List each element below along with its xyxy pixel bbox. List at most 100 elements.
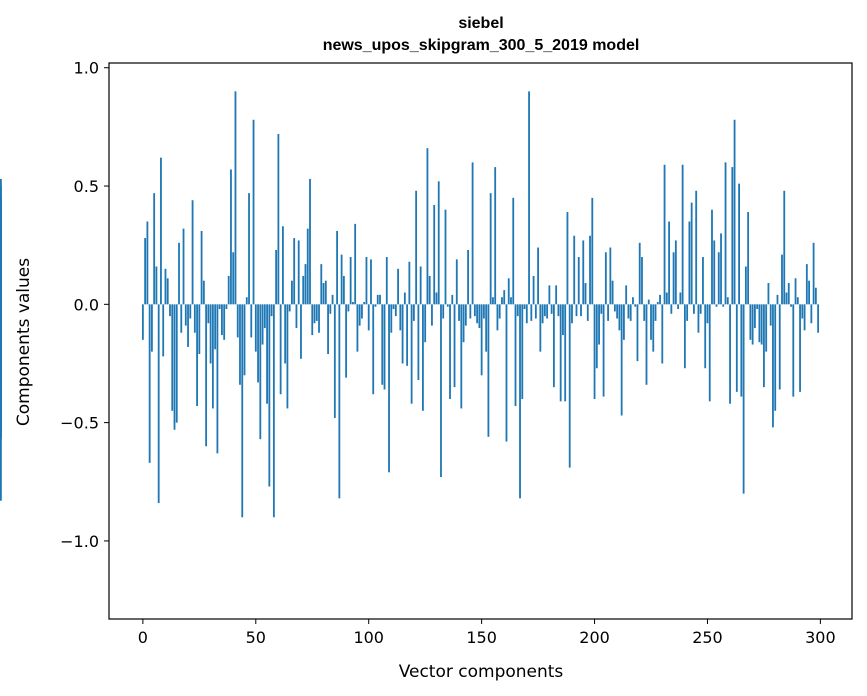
bar-component-227	[654, 304, 657, 321]
bar-component-264	[738, 183, 740, 305]
bar-component-114	[399, 304, 402, 331]
bar-component-269	[749, 304, 752, 340]
bar-component-226	[652, 304, 655, 352]
bar-component-undefined	[0, 304, 2, 433]
bar-component-243	[690, 202, 693, 305]
bar-component-220	[638, 242, 641, 305]
bar-component-297	[812, 242, 815, 305]
bar-component-190	[571, 304, 573, 324]
bar-component-49	[252, 119, 255, 305]
bar-component-204	[602, 304, 605, 397]
bar-component-129	[433, 204, 436, 305]
bar-component-147	[473, 304, 476, 317]
bar-component-211	[618, 304, 621, 331]
bar-component-27	[202, 280, 205, 305]
bar-component-161	[505, 304, 508, 442]
bar-component-224	[647, 299, 650, 305]
y-tick-label: 0.0	[74, 295, 99, 314]
bar-component-205	[604, 252, 607, 305]
y-axis-label: Components values	[14, 258, 34, 426]
bar-component-4	[151, 304, 153, 352]
bar-component-238	[679, 292, 682, 305]
bar-component-145	[469, 304, 472, 319]
bar-component-121	[415, 190, 418, 305]
bar-component-84	[331, 294, 334, 305]
bar-component-148	[476, 304, 479, 324]
bar-component-223	[645, 304, 648, 385]
bar-component-247	[699, 304, 702, 314]
bar-component-57	[270, 304, 273, 317]
x-axis-label: Vector components	[399, 662, 564, 682]
bar-component-79	[320, 264, 323, 305]
bar-component-65	[288, 304, 291, 312]
bar-component-208	[611, 280, 614, 305]
bar-component-141	[460, 304, 463, 409]
bar-component-48	[250, 304, 253, 338]
bar-component-29	[207, 304, 210, 324]
bar-component-112	[394, 304, 397, 317]
bar-component-252	[711, 209, 713, 305]
bar-component-251	[708, 304, 711, 402]
bar-component-117	[406, 304, 409, 366]
bar-component-188	[566, 212, 569, 305]
bar-component-274	[760, 304, 763, 345]
bar-component-31	[211, 304, 214, 409]
bar-component-100	[367, 304, 370, 331]
bar-component-225	[650, 304, 652, 340]
bar-component-86	[336, 230, 338, 305]
y-tick-label: −0.5	[60, 414, 99, 433]
bar-component-95	[356, 304, 359, 352]
bar-component-259	[726, 297, 729, 305]
bar-component-173	[532, 275, 535, 305]
bar-component-248	[702, 257, 704, 305]
bar-component-156	[494, 167, 497, 305]
bar-component-170	[525, 304, 528, 324]
chart-title-line2: news_upos_skipgram_300_5_2019 model	[323, 37, 640, 54]
bar-component-294	[805, 264, 808, 305]
bar-component-150	[480, 304, 483, 376]
bar-component-28	[205, 304, 208, 447]
bar-component-273	[758, 304, 761, 343]
bar-component-176	[539, 304, 542, 352]
bar-component-260	[729, 304, 731, 404]
bar-series	[0, 91, 820, 518]
bar-component-239	[681, 164, 684, 305]
bar-component-284	[783, 190, 786, 305]
bar-component-244	[693, 304, 695, 314]
bar-component-133	[442, 304, 445, 319]
bar-component-76	[313, 304, 316, 324]
bar-component-296	[810, 304, 813, 324]
bar-component-130	[435, 292, 438, 305]
bar-component-97	[361, 304, 363, 319]
bar-component-3	[148, 304, 151, 463]
bar-component-143	[464, 304, 467, 326]
bar-component-32	[214, 304, 217, 350]
bar-component-169	[523, 304, 526, 310]
bar-component-113	[397, 268, 399, 305]
bar-component-50	[254, 304, 257, 352]
bar-component-25	[198, 304, 201, 355]
bar-component-94	[354, 223, 357, 305]
bar-component-231	[663, 164, 666, 305]
chart-title-line1: siebel	[458, 15, 503, 32]
bar-component-258	[724, 162, 727, 305]
bar-component-140	[458, 304, 460, 321]
bar-component-241	[686, 304, 689, 321]
bar-component-77	[315, 304, 318, 321]
bar-component-120	[412, 304, 415, 321]
bar-component-115	[401, 304, 404, 364]
bar-component-186	[562, 304, 564, 336]
bar-component-69	[297, 240, 300, 305]
bar-component-175	[537, 247, 539, 305]
bar-component-107	[383, 304, 386, 390]
x-axis-ticks: 0 50 100 150 200 250 300	[138, 619, 836, 647]
bar-component-35	[221, 304, 223, 336]
bar-component-291	[799, 304, 801, 392]
bar-component-199	[591, 197, 594, 305]
bar-component-52	[259, 304, 262, 440]
bar-component-209	[613, 304, 616, 312]
bar-component-292	[801, 304, 804, 319]
bar-component-103	[374, 304, 377, 307]
bar-component-36	[223, 304, 226, 340]
bar-component-183	[555, 285, 558, 305]
